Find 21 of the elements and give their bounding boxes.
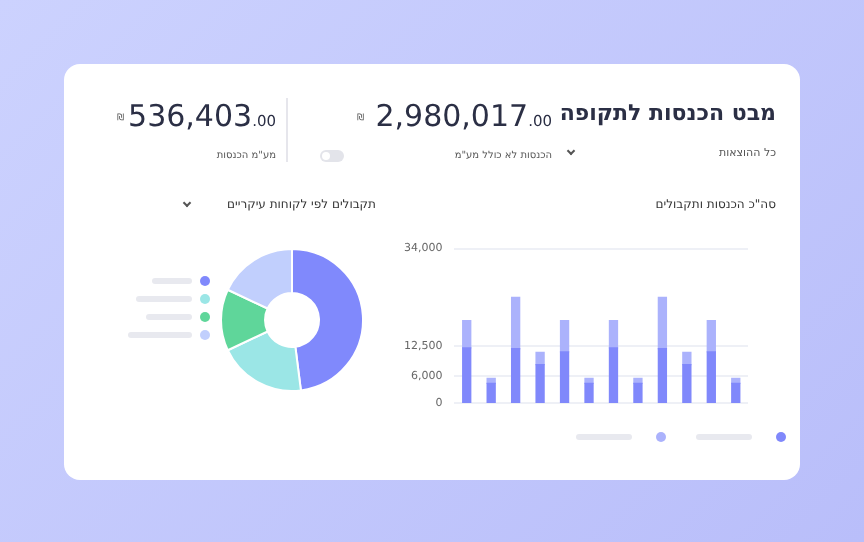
bar [657,296,668,350]
bar [462,319,472,349]
bar [535,364,545,404]
bar [535,351,545,366]
bar [682,364,692,404]
bar [706,319,716,353]
bar [462,347,472,404]
text: מבט הכנסות לתקופה [559,100,776,126]
bar [706,351,716,404]
bar [633,382,643,404]
bar [584,382,594,404]
bar [608,319,619,349]
bar [486,382,496,404]
bar [510,296,521,350]
bar [559,351,570,404]
bar [657,348,668,404]
bar [731,382,741,404]
bar [559,319,570,353]
bar [682,351,692,366]
bar [608,347,619,404]
bar [510,348,521,404]
